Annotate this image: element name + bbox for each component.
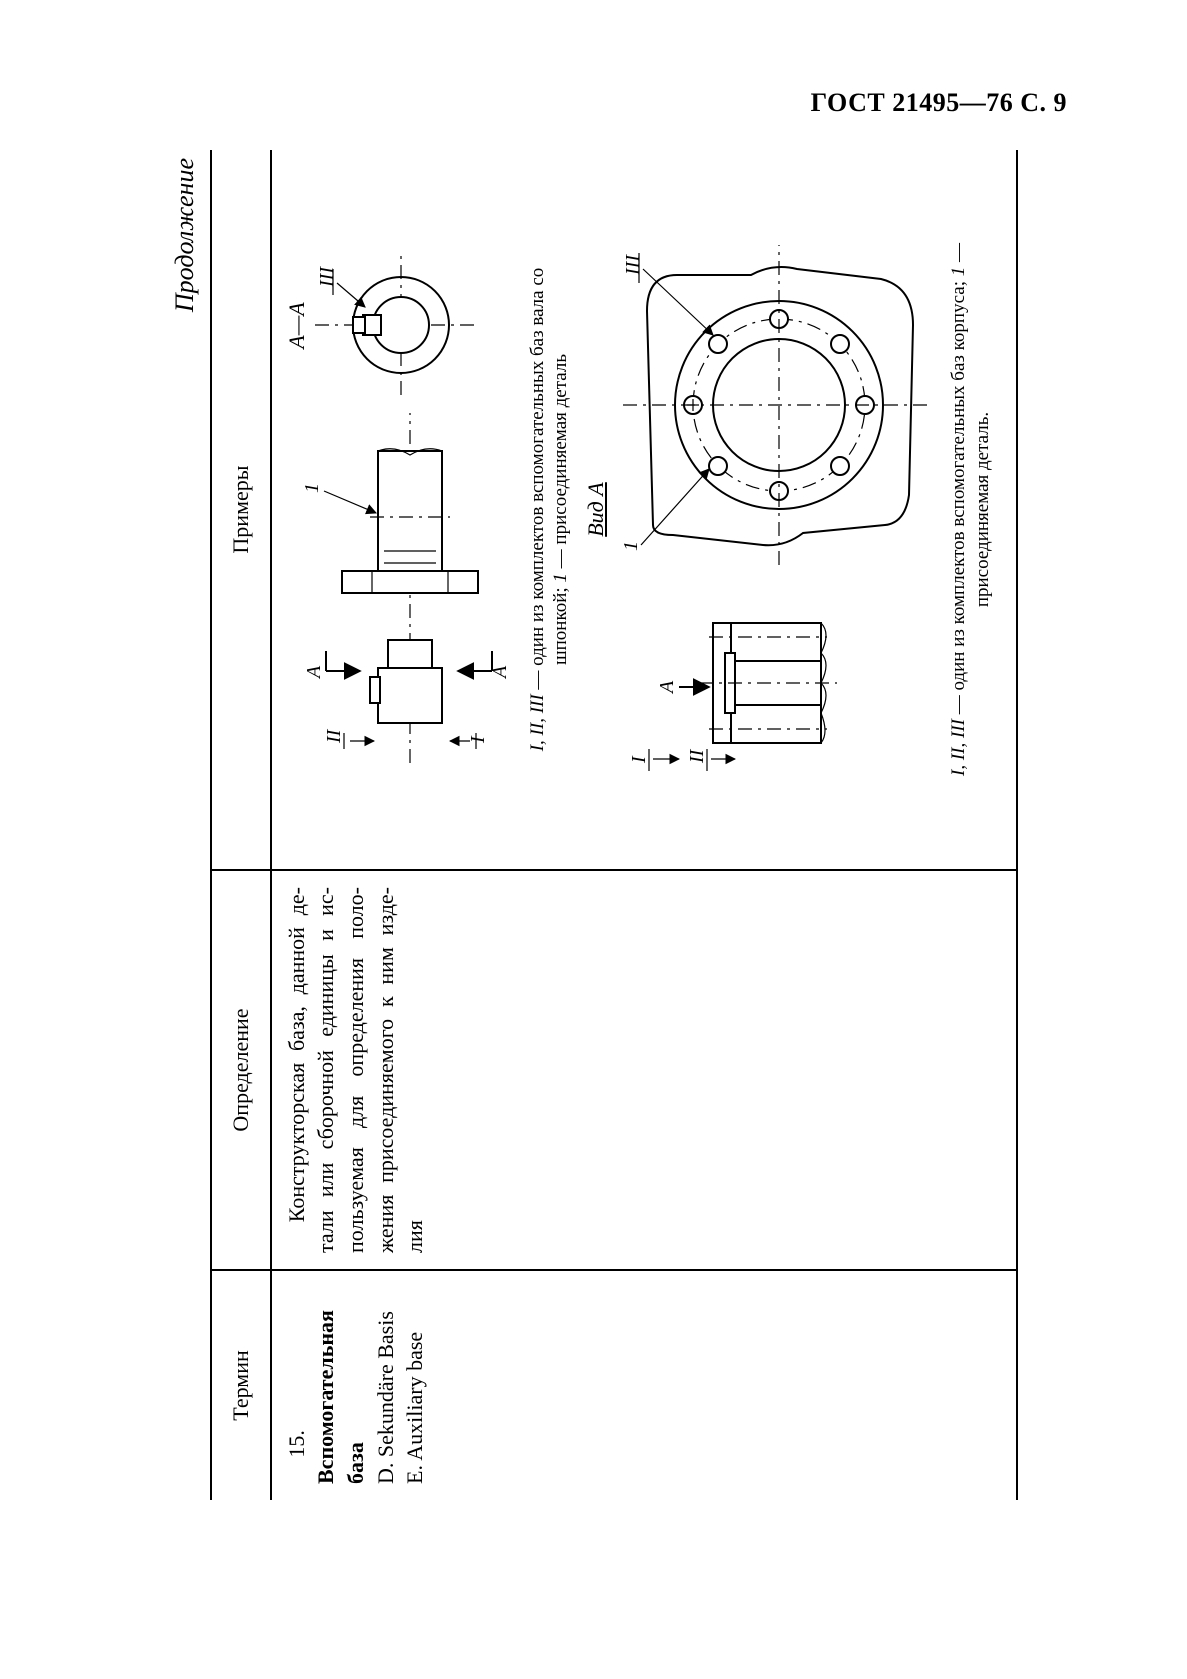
page: ГОСТ 21495—76 С. 9 Продолжение Термин Оп…	[0, 0, 1187, 1679]
fig2-caption: I, II, III — один из комплектов вспомога…	[947, 230, 995, 790]
fig1-section-group: A—A III	[282, 256, 476, 396]
fig2-label-A: A	[656, 681, 678, 696]
terms-table: Термин Определение Примеры 15. Вспомогат…	[210, 150, 1018, 1500]
fig1-label-A-top: A	[303, 666, 325, 681]
col-header-term: Термин	[211, 1270, 271, 1500]
fig1-section-icon: III	[315, 256, 475, 396]
definition-text: Конструкторская база, данной де­тали или…	[282, 887, 430, 1253]
figure-1: II I A A	[282, 166, 512, 853]
fig1-label-III: III	[316, 266, 338, 288]
fig2-label-II: II	[686, 749, 708, 765]
term-en: Auxiliary base	[402, 1332, 427, 1461]
fig1-shaft-icon: II I A A	[282, 414, 512, 764]
cell-definition: Конструкторская база, данной де­тали или…	[271, 870, 1018, 1270]
fig2-caption-roman: I, II, III	[948, 719, 969, 776]
table-header-row: Термин Определение Примеры	[211, 150, 271, 1500]
fig1-label-1: 1	[301, 484, 323, 494]
cell-term: 15. Вспомогатель­ная база D. Sekundäre B…	[271, 1270, 1018, 1500]
fig2-caption-mid: — один из комплектов вспомогательных баз…	[948, 276, 969, 719]
term-title: Вспомогатель­ная база	[313, 1310, 368, 1484]
fig1-caption-item: 1	[550, 573, 571, 583]
fig2-housing-side-icon: I II A	[613, 594, 863, 784]
continuation-label: Продолжение	[170, 158, 200, 1500]
col-header-examples: Примеры	[211, 150, 271, 870]
fig2-label-III: III	[622, 254, 644, 276]
fig2-label-I: I	[628, 756, 650, 765]
col-header-definition: Определение	[211, 870, 271, 1270]
term-en-label: E.	[402, 1465, 427, 1484]
fig2-caption-item: 1	[948, 267, 969, 277]
fig1-label-I: I	[467, 736, 489, 745]
cell-examples: II I A A	[271, 150, 1018, 870]
figure-2: I II A	[613, 166, 933, 853]
fig1-section-label: A—A	[282, 256, 312, 396]
fig1-label-II: II	[323, 729, 345, 745]
term-de: Sekundäre Ba­sis	[373, 1311, 398, 1457]
fig1-caption-tail: — присое­диняемая деталь	[550, 354, 571, 573]
term-de-label: D.	[373, 1463, 398, 1484]
fig2-label-1: 1	[620, 542, 642, 552]
fig1-caption-roman: I, II, III	[527, 694, 548, 751]
table-row: 15. Вспомогатель­ная база D. Sekundäre B…	[271, 150, 1018, 1500]
standard-header: ГОСТ 21495—76 С. 9	[811, 88, 1067, 118]
rotated-body: Продолжение Термин Определение Примеры	[170, 150, 1018, 1500]
fig1-caption: I, II, III — один из комплектов вспомога…	[526, 230, 574, 790]
fig2-housing-top-icon: 1 III	[613, 236, 933, 576]
fig2-view-label: Вид А	[581, 166, 611, 853]
term-number: 15.	[284, 1430, 309, 1458]
